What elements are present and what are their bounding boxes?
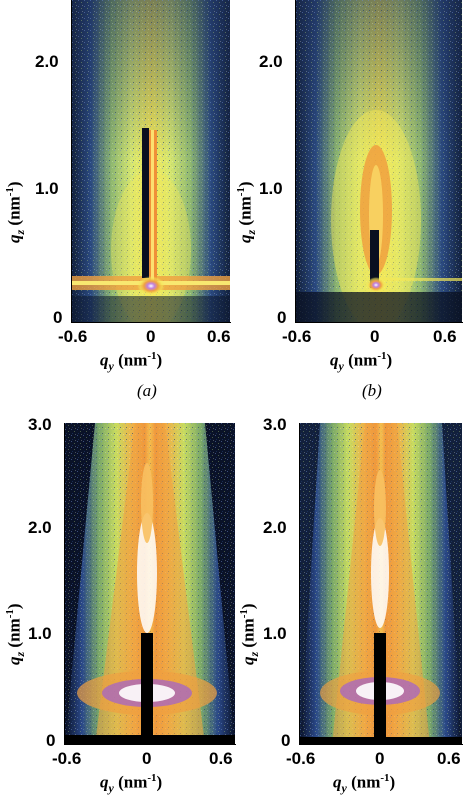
panel-d-ylabel: qz (nm-1) <box>238 603 262 665</box>
panel-a-caption: (a) <box>137 381 157 400</box>
panel-c-xtick-right: 0.6 <box>209 749 233 768</box>
panel-a-ytick-0: 0 <box>53 308 63 327</box>
panel-b-ytick-0: 0 <box>277 308 287 327</box>
panel-b-xtick-left: -0.6 <box>282 327 312 346</box>
panel-c-ytick-1: 1.0 <box>28 624 52 643</box>
panel-c-y-axis <box>64 423 65 745</box>
panel-d-xlabel: qy (nm-1) <box>333 772 396 796</box>
panel-d-x-axis <box>299 744 463 745</box>
panel-a-xlabel: qy (nm-1) <box>100 350 163 374</box>
panel-b-ytick-1: 1.0 <box>259 179 283 198</box>
panel-c-image <box>65 423 235 745</box>
panel-a-xtick-mid: 0 <box>146 327 156 346</box>
panel-a-xtick-right: 0.6 <box>207 327 231 346</box>
panel-d-ytick-3: 3.0 <box>263 415 287 434</box>
panel-b-ytick-2: 2.0 <box>259 52 283 71</box>
panel-b-xtick-right: 0.6 <box>433 327 457 346</box>
panel-c-xlabel: qy (nm-1) <box>100 772 163 796</box>
panel-b-xtick-mid: 0 <box>370 327 380 346</box>
panel-a-y-axis <box>71 0 72 323</box>
panel-d-y-axis <box>299 423 300 745</box>
panel-c-x-axis <box>64 744 236 745</box>
panel-c-ylabel: qz (nm-1) <box>4 603 28 665</box>
panel-c-ytick-0: 0 <box>46 731 56 750</box>
panel-d-xtick-mid: 0 <box>375 749 385 768</box>
panel-c-xtick-left: -0.6 <box>52 749 82 768</box>
panel-c-ytick-3: 3.0 <box>28 415 52 434</box>
panel-a-ylabel: qz (nm-1) <box>4 181 28 243</box>
panel-b-y-axis <box>295 0 296 323</box>
panel-a-image <box>72 0 230 323</box>
panel-b-x-axis <box>295 322 463 323</box>
panel-d-ytick-0: 0 <box>281 731 291 750</box>
panel-d-xtick-left: -0.6 <box>286 749 316 768</box>
panel-a-ytick-2: 2.0 <box>35 52 59 71</box>
panel-a-ytick-1: 1.0 <box>35 179 59 198</box>
panel-d-ytick-2: 2.0 <box>263 518 287 537</box>
panel-d-ytick-1: 1.0 <box>263 624 287 643</box>
panel-b-image <box>296 0 462 323</box>
panel-c-ytick-2: 2.0 <box>28 518 52 537</box>
panel-b-caption: (b) <box>362 381 382 400</box>
panel-d-image <box>300 423 462 745</box>
panel-b-xlabel: qy (nm-1) <box>330 350 393 374</box>
panel-d-xtick-right: 0.6 <box>437 749 461 768</box>
panel-b-ylabel: qz (nm-1) <box>235 181 259 243</box>
panel-a-xtick-left: -0.6 <box>58 327 88 346</box>
panel-a-x-axis <box>71 322 231 323</box>
panel-c-xtick-mid: 0 <box>142 749 152 768</box>
